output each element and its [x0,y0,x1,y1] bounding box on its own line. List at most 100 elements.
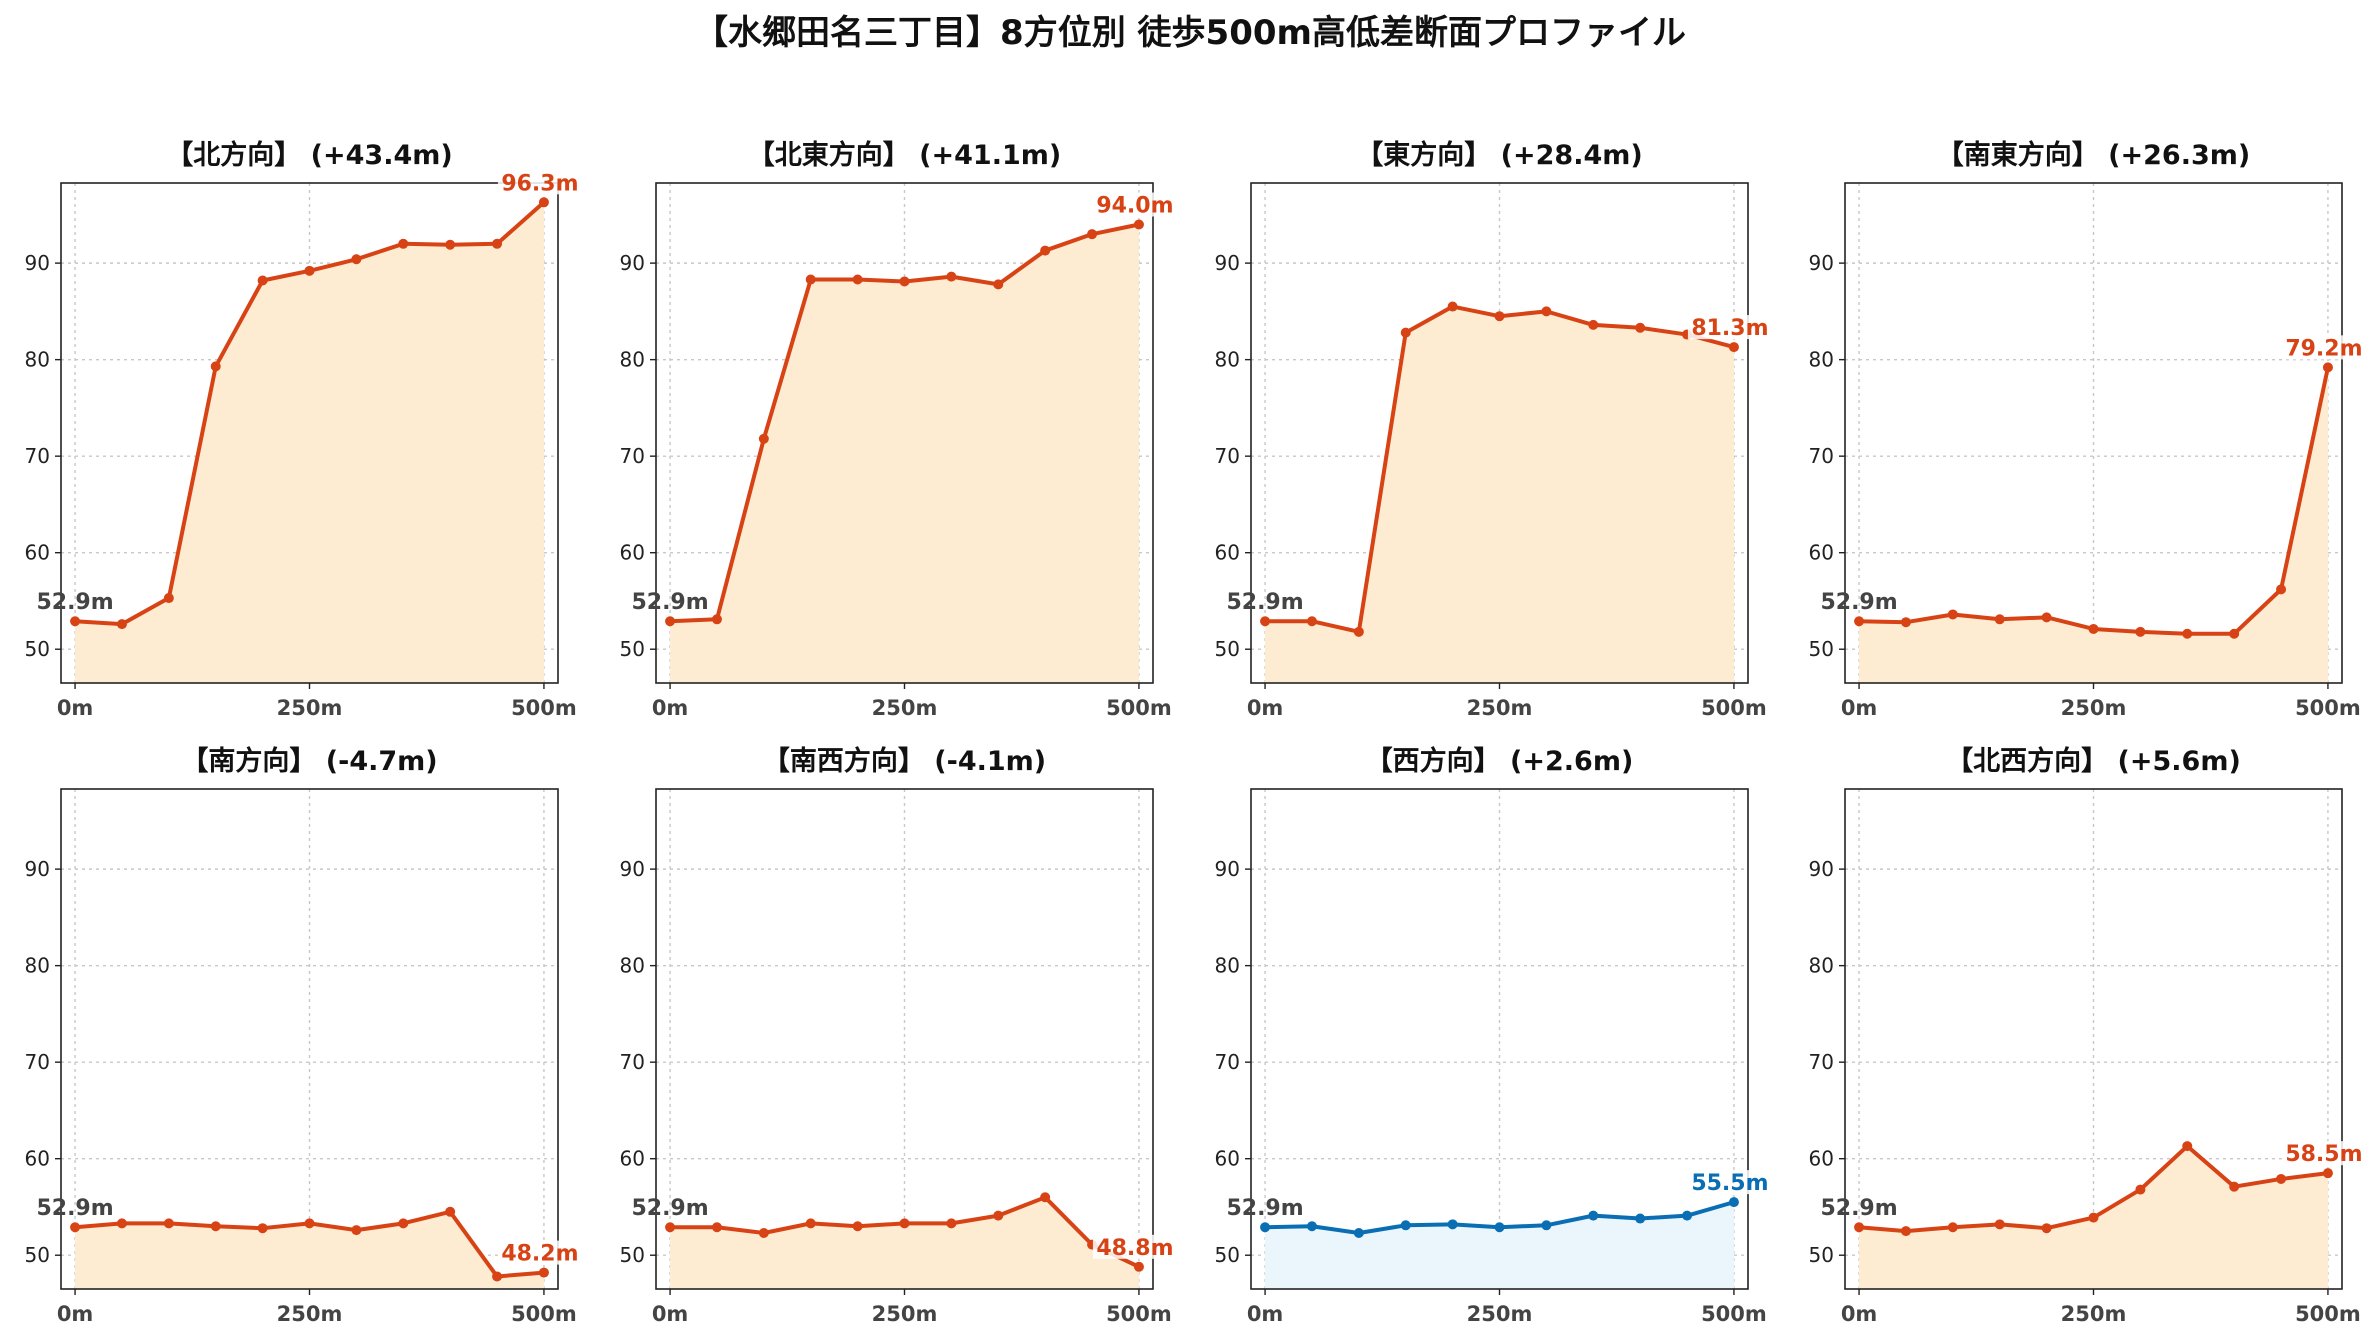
data-point [852,1221,863,1232]
data-point [1728,1197,1739,1208]
y-tick-label: 60 [25,1147,50,1171]
data-point [1588,319,1599,330]
panel-title: 【南西方向】 (-4.1m) [763,745,1046,777]
end-label-backdrop [497,170,582,195]
x-tick-label: 0m [1247,1302,1284,1326]
data-point [2135,1184,2146,1195]
x-tick-label: 500m [511,1302,577,1326]
x-tick-label: 500m [2295,696,2361,720]
end-label-backdrop [1092,192,1177,217]
data-point [758,1228,769,1239]
data-point [1306,1221,1317,1232]
y-tick-label: 90 [25,857,50,881]
data-point [1947,1222,1958,1233]
data-point [116,1218,127,1229]
data-point [1854,616,1865,627]
panel-title: 【東方向】 (+28.4m) [1356,139,1642,171]
data-point [852,274,863,285]
panel-northeast: 【北東方向】 (+41.1m) 50 60 70 80 90 0m 250m 500m 52.9m… [620,139,1177,720]
data-point [2088,1212,2099,1223]
end-label-backdrop [497,1240,582,1265]
y-tick-label: 50 [25,637,50,661]
data-point [1854,1222,1865,1233]
data-point [1353,1228,1364,1239]
x-tick-label: 0m [652,696,689,720]
data-point [116,619,127,630]
start-value-label: 52.9m [1820,1196,1897,1221]
x-tick-label: 250m [277,1302,343,1326]
data-point [1994,614,2005,625]
data-point [1682,1210,1693,1221]
data-point [538,1267,549,1278]
axes-frame [1250,788,1749,1290]
data-point [2182,1141,2193,1152]
panel-west: 【西方向】 (+2.6m) 50 60 70 80 90 0m 250m 500m 52.9m 55… [1215,745,1772,1326]
x-tick-label: 500m [1106,1302,1172,1326]
end-label-backdrop [1687,1170,1772,1195]
y-tick-label: 60 [1809,1147,1834,1171]
axes-frame [60,788,559,1290]
end-value-label: 48.8m [1096,1236,1173,1261]
y-tick-label: 80 [25,954,50,978]
area-fill [1265,306,1734,683]
end-value-label: 55.5m [1691,1171,1768,1196]
data-point [1400,327,1411,338]
data-point [210,1221,221,1232]
data-point [993,1210,1004,1221]
data-point [1400,1220,1411,1231]
area-fill [75,202,544,683]
data-point [163,1218,174,1229]
end-value-label: 48.2m [501,1242,578,1267]
y-tick-label: 90 [620,251,645,275]
x-tick-label: 500m [1701,1302,1767,1326]
data-point [304,1218,315,1229]
y-tick-label: 90 [1215,251,1240,275]
data-point [899,1218,910,1229]
x-tick-label: 250m [1467,1302,1533,1326]
panel-title: 【北東方向】 (+41.1m) [748,139,1061,171]
data-point [665,1222,676,1233]
data-point [2276,1173,2287,1184]
data-point [1306,616,1317,627]
panel-title: 【南方向】 (-4.7m) [181,745,437,777]
y-tick-label: 70 [25,444,50,468]
panel-title: 【北方向】 (+43.4m) [166,139,452,171]
start-value-label: 52.9m [1226,590,1303,615]
y-tick-label: 80 [1215,348,1240,372]
y-tick-label: 80 [620,348,645,372]
y-tick-label: 80 [1215,954,1240,978]
y-tick-label: 70 [1215,1050,1240,1074]
y-tick-label: 60 [620,541,645,565]
y-tick-label: 50 [1215,1243,1240,1267]
y-tick-label: 90 [620,857,645,881]
data-point [1133,219,1144,230]
data-point [805,274,816,285]
x-tick-label: 250m [2061,696,2127,720]
data-point [1635,322,1646,333]
y-tick-label: 80 [1809,348,1834,372]
area-fill [670,1197,1139,1289]
start-value-label: 52.9m [1820,590,1897,615]
data-point [2041,612,2052,623]
x-tick-label: 500m [511,696,577,720]
start-value-label: 52.9m [631,1196,708,1221]
data-point [1260,616,1271,627]
y-tick-label: 60 [620,1147,645,1171]
data-point [2088,623,2099,634]
area-fill [1859,367,2328,683]
end-value-label: 58.5m [2285,1142,2362,1167]
data-point [1494,311,1505,322]
panel-northwest: 【北西方向】 (+5.6m) 50 60 70 80 90 0m 250m 500m 52.9m 5… [1809,745,2366,1326]
panel-east: 【東方向】 (+28.4m) 50 60 70 80 90 0m 250m 500m 52.9m 8… [1215,139,1772,720]
data-point [2322,362,2333,373]
panel-southwest: 【南西方向】 (-4.1m) 50 60 70 80 90 0m 250m 500m 52.9m 4… [620,745,1177,1326]
data-point [1040,245,1051,256]
x-tick-label: 0m [1841,696,1878,720]
end-label-backdrop [1687,315,1772,340]
data-point [304,265,315,276]
x-tick-label: 0m [57,1302,94,1326]
data-point [1541,306,1552,317]
data-point [1541,1220,1552,1231]
end-label-backdrop [2281,335,2366,360]
